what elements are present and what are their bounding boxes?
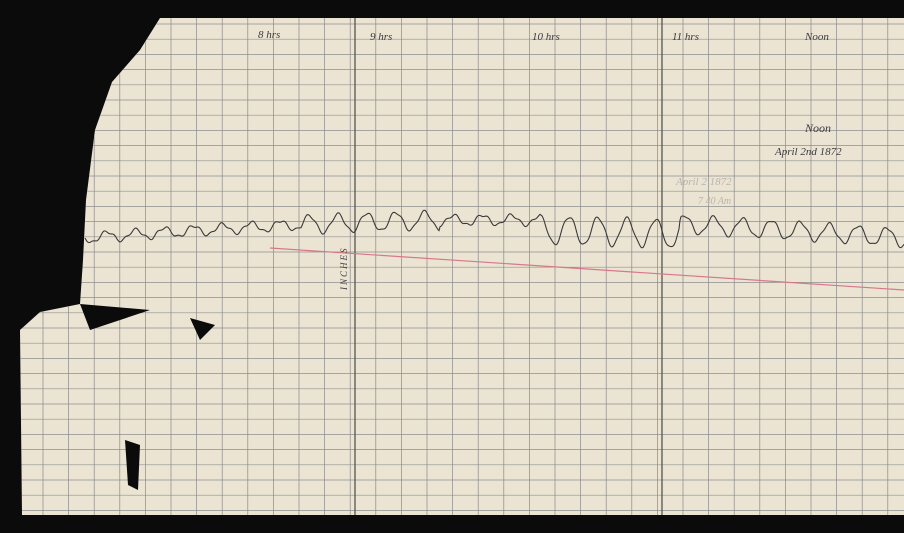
paper [20, 18, 904, 515]
hour-label: 10 hrs [532, 31, 560, 43]
annotation: 7 40 Am [698, 196, 731, 207]
hour-label: Noon [804, 31, 829, 43]
record-sheet: 8 hrs 9 hrs 10 hrs 11 hrs Noon INCHES No… [0, 0, 904, 533]
annotation: April 2nd 1872 [774, 146, 842, 158]
annotation: Noon [804, 121, 831, 135]
hour-label: 9 hrs [370, 31, 392, 43]
annotation: April 2 1872 [675, 176, 732, 188]
axis-label: INCHES [339, 247, 349, 292]
hour-label: 11 hrs [672, 31, 699, 43]
hour-label: 8 hrs [258, 29, 280, 41]
